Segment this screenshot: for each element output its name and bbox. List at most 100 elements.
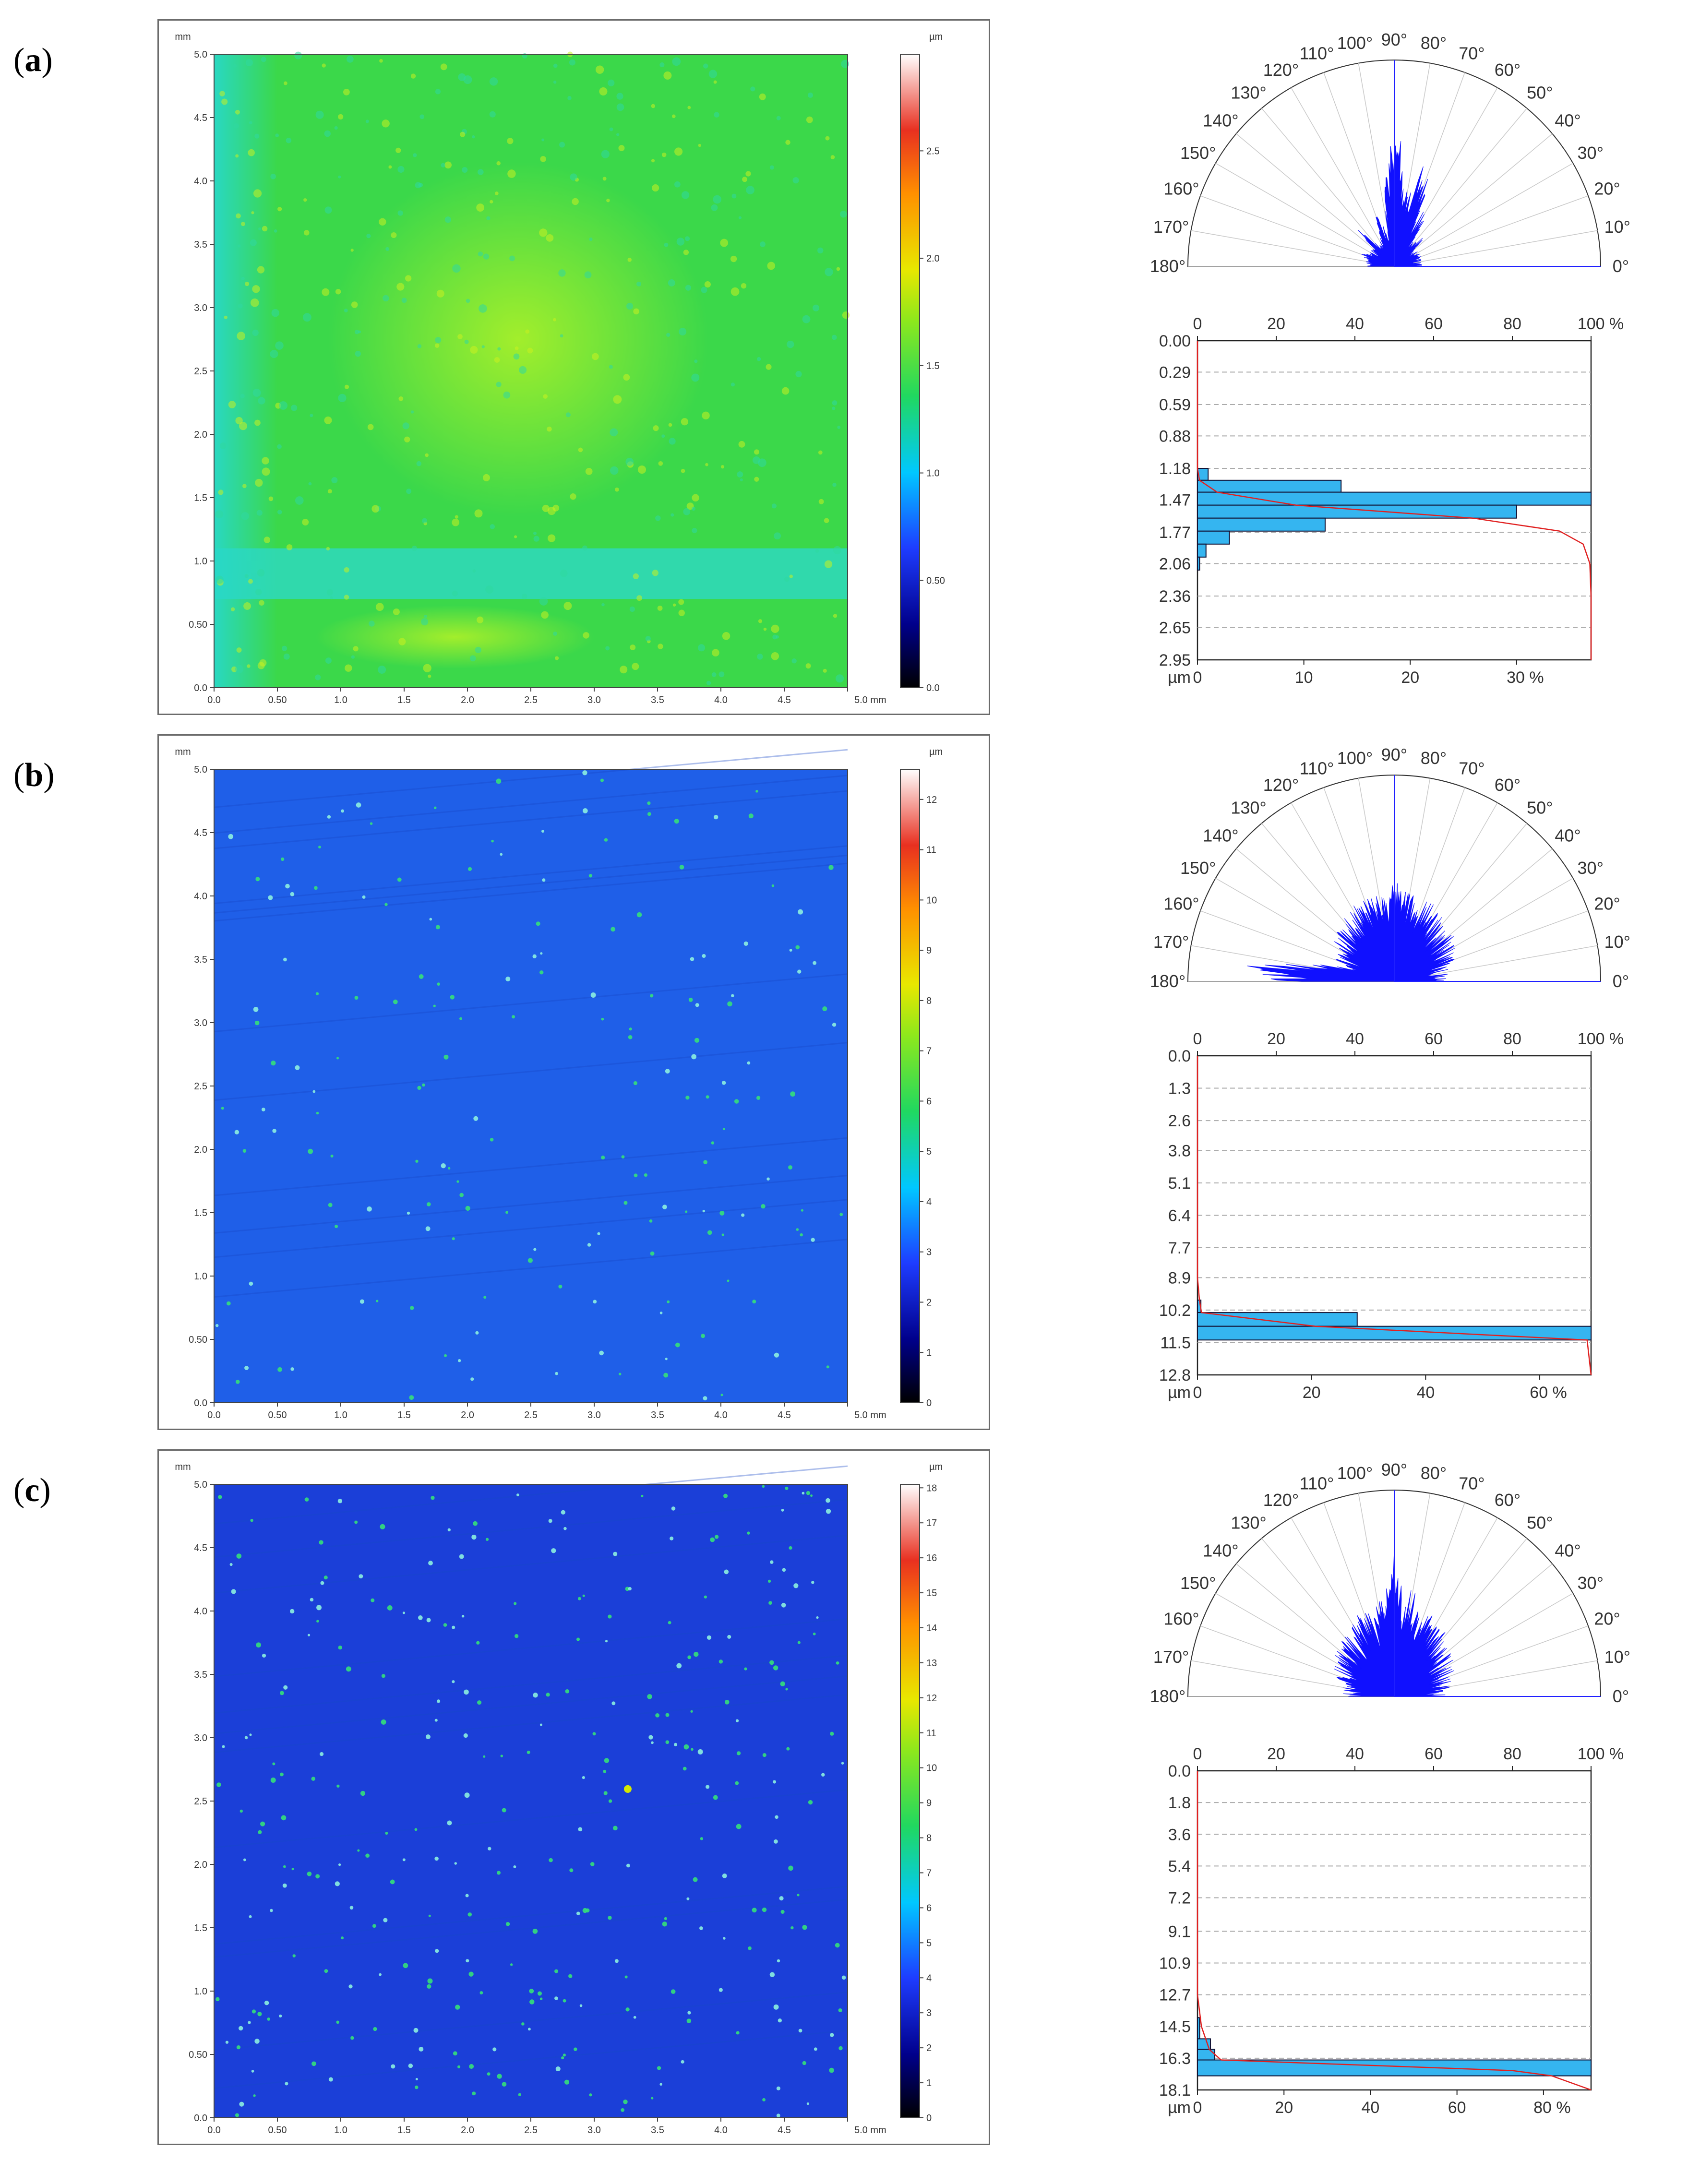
texture-speck <box>720 465 725 469</box>
particle <box>454 1862 457 1865</box>
particle <box>790 1091 795 1097</box>
particle <box>403 1963 408 1969</box>
texture-speck <box>236 647 242 653</box>
particle <box>452 1680 455 1683</box>
particle <box>328 2077 333 2082</box>
particle <box>621 1155 625 1159</box>
texture-speck <box>645 636 651 642</box>
particle <box>251 2070 254 2073</box>
colorbar-tick-label: 11 <box>926 1728 936 1739</box>
particle <box>576 1911 580 1916</box>
top-tick-label: 60 <box>1425 1745 1443 1763</box>
particle <box>777 1959 780 1963</box>
x-tick-label: 2.0 <box>461 695 474 705</box>
y-tick-label: 2.5 <box>194 366 207 377</box>
texture-speck <box>250 298 259 307</box>
particle <box>731 994 734 997</box>
particle <box>426 1202 431 1206</box>
histogram-y-label: 0.0 <box>1168 1047 1191 1065</box>
particle <box>736 1751 741 1755</box>
y-tick-label: 1.0 <box>194 1271 207 1282</box>
histogram-y-label: 1.3 <box>1168 1080 1191 1098</box>
particle <box>427 1984 431 1989</box>
particle <box>244 1366 249 1371</box>
texture-speck <box>791 658 797 664</box>
x-tick-label: 1.0 <box>334 695 347 705</box>
particle <box>470 1377 474 1381</box>
colorbar-unit: µm <box>929 32 943 42</box>
particle <box>254 2039 260 2044</box>
texture-speck <box>393 608 400 615</box>
scratch-line <box>214 1655 848 1714</box>
texture-speck <box>240 394 245 398</box>
particle <box>811 1238 815 1242</box>
particle <box>592 1732 596 1736</box>
texture-speck <box>737 471 743 478</box>
particle <box>515 1634 519 1638</box>
x-tick-label: 4.0 <box>714 1410 728 1420</box>
particle <box>587 1243 591 1247</box>
scratch-line <box>214 2029 848 2089</box>
particle <box>590 992 596 998</box>
texture-speck <box>572 198 579 205</box>
particle <box>662 1205 667 1209</box>
texture-speck <box>219 91 225 96</box>
texture-speck <box>425 453 429 457</box>
texture-speck <box>521 594 527 599</box>
texture-speck <box>685 285 692 291</box>
particle <box>671 1506 676 1511</box>
texture-speck <box>767 262 776 270</box>
rose-angle-label: 10° <box>1604 217 1630 237</box>
particle <box>651 2097 654 2100</box>
particle <box>836 1661 839 1665</box>
texture-speck <box>478 251 483 257</box>
texture-speck <box>763 627 767 631</box>
rose-angle-label: 160° <box>1163 894 1199 914</box>
particle <box>647 1694 652 1699</box>
particle <box>304 1497 309 1502</box>
scratch-line <box>214 1137 848 1196</box>
particle <box>747 1061 751 1065</box>
particle <box>681 2060 684 2064</box>
texture-speck <box>539 228 548 237</box>
rose-plot: 0° 10° 20° 30° 40°50° 60° 70° 80° 90° 100°110°120… <box>1150 745 1630 991</box>
rose-angle-label: 100° <box>1337 1463 1373 1483</box>
colorbar <box>900 769 920 1403</box>
texture-speck <box>509 255 515 262</box>
texture-speck <box>533 536 539 542</box>
texture-speck <box>436 289 444 298</box>
colorbar-tick-label: 17 <box>926 1518 937 1528</box>
colorbar-tick-label: 5 <box>926 1938 932 1948</box>
particle <box>437 982 441 986</box>
texture-speck <box>815 549 819 553</box>
particle <box>761 1204 766 1209</box>
texture-speck <box>224 315 227 319</box>
texture-speck <box>771 652 779 660</box>
y-tick-label: 3.0 <box>194 1018 207 1028</box>
texture-speck <box>271 309 280 317</box>
particle <box>752 1300 756 1304</box>
histogram-y-label: 11.5 <box>1160 1334 1191 1352</box>
particle <box>279 1691 284 1695</box>
particle <box>561 2056 564 2060</box>
particle <box>236 2045 241 2050</box>
particle <box>574 2047 577 2051</box>
high-region <box>315 605 594 669</box>
particle <box>548 1519 552 1523</box>
particle <box>711 1141 715 1145</box>
particle <box>463 1733 468 1738</box>
texture-speck <box>711 204 718 211</box>
particle <box>413 2028 419 2033</box>
bottom-tick-label: 20 <box>1401 668 1419 687</box>
texture-speck <box>589 237 593 241</box>
particle <box>231 1589 236 1594</box>
particle <box>608 1614 612 1619</box>
particle <box>452 1237 455 1241</box>
x-tick-label: 0.0 <box>207 1410 221 1420</box>
particle <box>691 1054 697 1060</box>
particle <box>336 2020 340 2024</box>
particle <box>826 1365 829 1369</box>
texture-speck <box>277 444 282 449</box>
x-tick-label: 2.5 <box>524 2125 538 2136</box>
rose-angle-label: 40° <box>1555 1541 1580 1561</box>
